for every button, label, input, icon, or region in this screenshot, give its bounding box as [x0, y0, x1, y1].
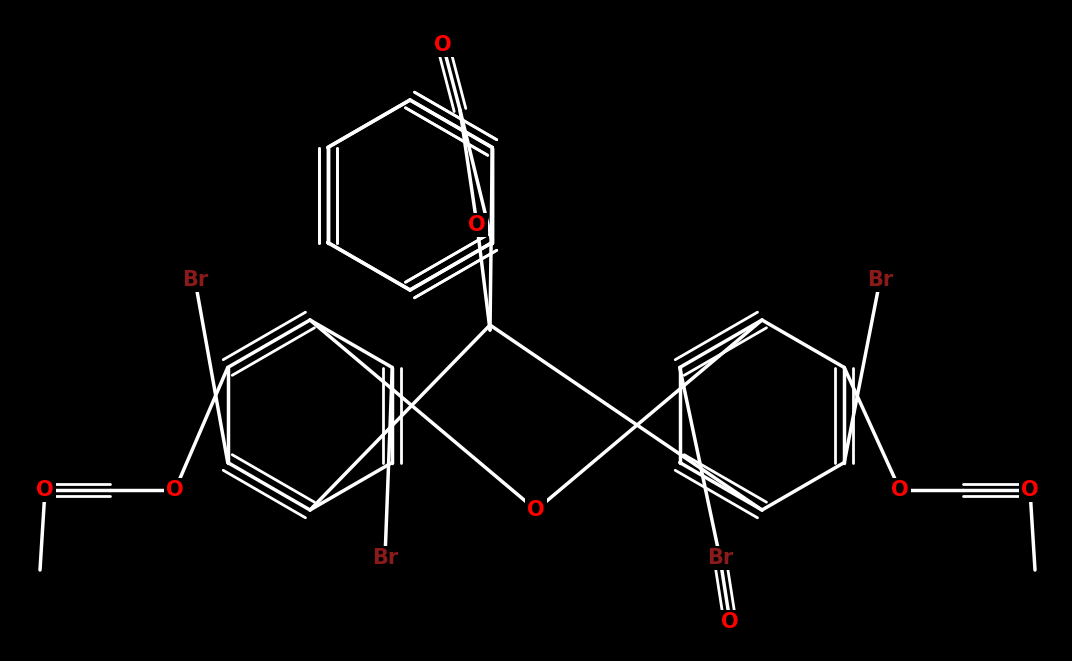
Text: O: O [1022, 480, 1039, 500]
Text: Br: Br [867, 270, 893, 290]
Text: O: O [36, 480, 54, 500]
Text: Br: Br [182, 270, 208, 290]
Text: O: O [721, 612, 739, 632]
Text: Br: Br [706, 548, 733, 568]
Text: O: O [527, 500, 545, 520]
Text: Br: Br [372, 548, 398, 568]
Text: O: O [434, 35, 451, 55]
Text: O: O [891, 480, 909, 500]
Text: O: O [468, 215, 486, 235]
Text: O: O [166, 480, 183, 500]
